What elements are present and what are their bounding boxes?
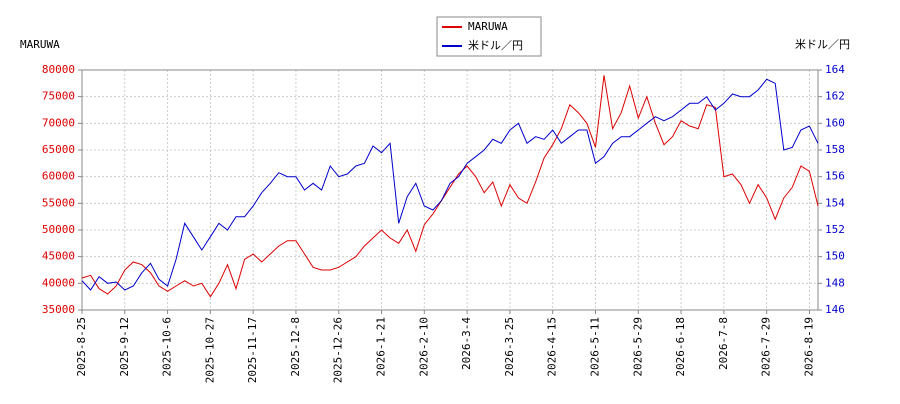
y2-tick-label: 158	[825, 143, 845, 156]
x-tick-label: 2026-5-29	[631, 317, 644, 377]
x-tick-label: 2026-5-11	[588, 317, 601, 377]
legend-label: 米ドル／円	[468, 39, 523, 52]
x-tick-label: 2025-9-12	[118, 317, 131, 377]
x-tick-label: 2025-12-8	[289, 317, 302, 377]
y-tick-label: 40000	[42, 276, 75, 289]
x-tick-label: 2026-3-25	[503, 317, 516, 377]
y-tick-label: 55000	[42, 196, 75, 209]
x-tick-label: 2025-11-17	[246, 317, 259, 383]
series-line	[81, 75, 819, 298]
x-tick-label: 2026-6-18	[674, 317, 687, 377]
x-tick-label: 2025-8-25	[75, 317, 88, 377]
x-tick-label: 2026-1-21	[375, 317, 388, 377]
y2-tick-label: 156	[825, 170, 845, 183]
left-axis-title: MARUWA	[20, 38, 60, 51]
y-tick-label: 75000	[42, 90, 75, 103]
plot-frame	[81, 69, 819, 311]
y-tick-label: 80000	[42, 63, 75, 76]
x-tick-label: 2025-12-26	[332, 317, 345, 383]
x-tick-label: 2025-10-6	[161, 317, 174, 377]
y-tick-label: 35000	[42, 303, 75, 316]
legend-box	[436, 16, 542, 57]
y-tick-label: 60000	[42, 170, 75, 183]
y-tick-label: 65000	[42, 143, 75, 156]
series-line	[81, 78, 819, 291]
y2-tick-label: 152	[825, 223, 845, 236]
right-axis-title: 米ドル／円	[795, 38, 850, 51]
y2-tick-label: 146	[825, 303, 845, 316]
x-tick-label: 2026-2-10	[417, 317, 430, 377]
y-tick-label: 70000	[42, 116, 75, 129]
y2-tick-label: 148	[825, 276, 845, 289]
y2-tick-label: 154	[825, 196, 845, 209]
y2-tick-label: 160	[825, 116, 845, 129]
y-tick-label: 45000	[42, 250, 75, 263]
x-tick-label: 2026-3-4	[460, 317, 473, 370]
y2-tick-label: 150	[825, 250, 845, 263]
legend-label: MARUWA	[468, 20, 508, 33]
x-tick-label: 2026-8-19	[802, 317, 815, 377]
y2-tick-label: 162	[825, 90, 845, 103]
y-tick-label: 50000	[42, 223, 75, 236]
x-tick-label: 2026-7-8	[717, 317, 730, 370]
y2-tick-label: 164	[825, 63, 845, 76]
x-tick-label: 2026-4-15	[546, 317, 559, 377]
x-tick-label: 2026-7-29	[760, 317, 773, 377]
x-tick-label: 2025-10-27	[203, 317, 216, 383]
